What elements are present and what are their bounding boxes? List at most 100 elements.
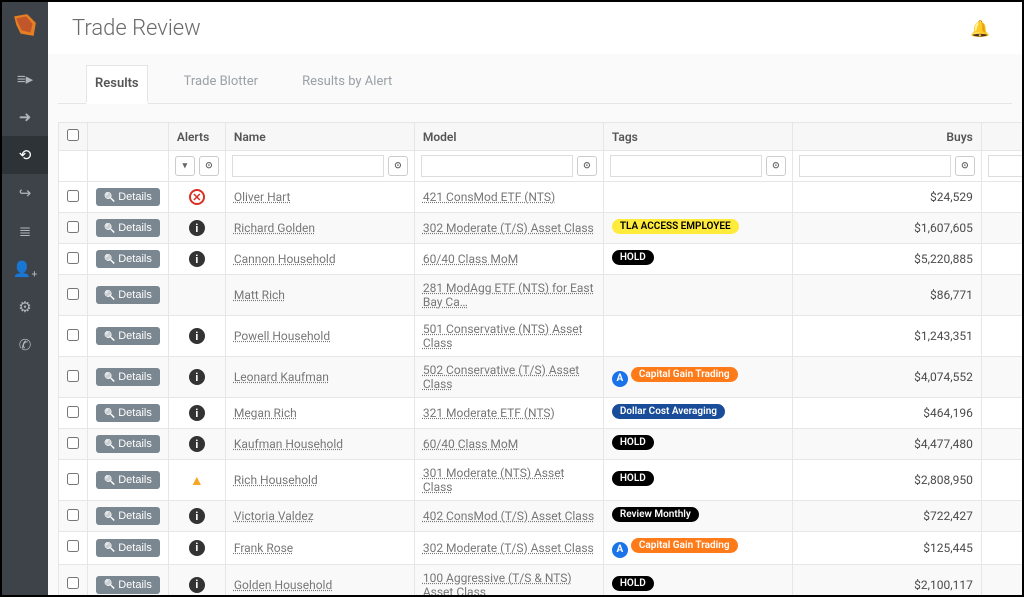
alert-info-icon: i <box>189 436 205 452</box>
details-button[interactable]: Details <box>96 507 160 525</box>
model-link[interactable]: 501 Conservative (NTS) Asset Class <box>423 322 583 350</box>
sidebar-forward-icon[interactable]: ↪ <box>2 174 48 212</box>
select-all-checkbox[interactable] <box>67 129 79 141</box>
col-model[interactable]: Model <box>414 123 603 151</box>
model-link[interactable]: 502 Conservative (T/S) Asset Class <box>423 363 579 391</box>
name-link[interactable]: Matt Rich <box>234 288 285 302</box>
details-button[interactable]: Details <box>96 327 160 345</box>
name-link[interactable]: Rich Household <box>234 473 318 487</box>
row-checkbox[interactable] <box>67 406 79 418</box>
row-checkbox[interactable] <box>67 329 79 341</box>
row-checkbox[interactable] <box>67 473 79 485</box>
name-link[interactable]: Victoria Valdez <box>234 509 314 523</box>
tag-prefix-icon: A <box>612 371 628 387</box>
name-filter-input[interactable] <box>232 155 384 177</box>
sells-value: $86,098 <box>981 398 1022 429</box>
col-sells[interactable]: Sells <box>981 123 1022 151</box>
sidebar-phone-icon[interactable]: ✆ <box>2 326 48 364</box>
name-link[interactable]: Oliver Hart <box>234 190 291 204</box>
sidebar: ≡▸ ➜ ⟲ ↪ ≣ 👤₊ ⚙ ✆ <box>2 2 48 595</box>
details-button[interactable]: Details <box>96 219 160 237</box>
details-button[interactable]: Details <box>96 471 160 489</box>
row-checkbox[interactable] <box>67 190 79 202</box>
table-row: Details▲Rich Household301 Moderate (NTS)… <box>59 460 1023 501</box>
model-link[interactable]: 60/40 Class MoM <box>423 252 518 266</box>
row-checkbox[interactable] <box>67 288 79 300</box>
model-link[interactable]: 281 ModAgg ETF (NTS) for East Bay Ca… <box>423 281 594 309</box>
details-button[interactable]: Details <box>96 539 160 557</box>
tags-filter-icon[interactable]: ⊙ <box>766 156 786 176</box>
row-checkbox[interactable] <box>67 437 79 449</box>
model-filter-input[interactable] <box>421 155 573 177</box>
model-link[interactable]: 301 Moderate (NTS) Asset Class <box>423 466 565 494</box>
col-buys[interactable]: Buys <box>792 123 981 151</box>
alert-info-icon: i <box>189 540 205 556</box>
sidebar-login-icon[interactable]: ➜ <box>2 98 48 136</box>
row-checkbox[interactable] <box>67 577 79 589</box>
tag-badge: HOLD <box>612 576 654 591</box>
name-link[interactable]: Leonard Kaufman <box>234 370 329 384</box>
sells-value: $1,476,548 <box>981 213 1022 244</box>
tab-results[interactable]: Results <box>86 65 148 104</box>
tab-results-by-alert[interactable]: Results by Alert <box>294 64 400 103</box>
name-link[interactable]: Golden Household <box>234 578 332 592</box>
alerts-filter-icon[interactable]: ⊙ <box>199 156 219 176</box>
app-logo <box>10 10 40 40</box>
name-link[interactable]: Richard Golden <box>234 221 315 235</box>
name-link[interactable]: Powell Household <box>234 329 330 343</box>
name-link[interactable]: Kaufman Household <box>234 437 343 451</box>
tab-trade-blotter[interactable]: Trade Blotter <box>176 64 266 103</box>
details-button[interactable]: Details <box>96 404 160 422</box>
sells-filter-input[interactable] <box>988 155 1022 177</box>
sells-value: $135,003 <box>981 532 1022 565</box>
table-row: Details Matt Rich 281 ModAgg ETF (NTS) for… <box>59 275 1023 316</box>
sidebar-trade-icon[interactable]: ⟲ <box>2 136 48 174</box>
details-button[interactable]: Details <box>96 368 160 386</box>
model-link[interactable]: 321 Moderate ETF (NTS) <box>423 406 555 420</box>
table-row: Details i Kaufman Household 60/40 Class MoM… <box>59 429 1023 460</box>
alert-info-icon: i <box>189 328 205 344</box>
name-link[interactable]: Megan Rich <box>234 406 297 420</box>
tag-prefix-icon: A <box>612 542 628 558</box>
row-checkbox[interactable] <box>67 221 79 233</box>
details-button[interactable]: Details <box>96 435 160 453</box>
tags-filter-input[interactable] <box>610 155 762 177</box>
row-checkbox[interactable] <box>67 370 79 382</box>
model-link[interactable]: 60/40 Class MoM <box>423 437 518 451</box>
notifications-icon[interactable]: 🔔 <box>962 19 998 38</box>
row-checkbox[interactable] <box>67 540 79 552</box>
col-name[interactable]: Name <box>225 123 414 151</box>
row-checkbox[interactable] <box>67 252 79 264</box>
table-row: DetailsiMegan Rich321 Moderate ETF (NTS)… <box>59 398 1023 429</box>
model-link[interactable]: 402 ConsMod (T/S) Asset Class <box>423 509 594 523</box>
details-button[interactable]: Details <box>96 188 160 206</box>
sells-value: $1,198,960 <box>981 244 1022 275</box>
model-link[interactable]: 421 ConsMod ETF (NTS) <box>423 190 555 204</box>
sidebar-database-icon[interactable]: ≣ <box>2 212 48 250</box>
sells-value: $51,750 <box>981 275 1022 316</box>
sidebar-settings-icon[interactable]: ⚙ <box>2 288 48 326</box>
alert-info-icon: i <box>189 369 205 385</box>
model-filter-icon[interactable]: ⊙ <box>577 156 597 176</box>
alert-error-icon: ✕ <box>189 189 205 205</box>
row-checkbox[interactable] <box>67 509 79 521</box>
sidebar-menu-icon[interactable]: ≡▸ <box>2 60 48 98</box>
model-link[interactable]: 302 Moderate (T/S) Asset Class <box>423 541 594 555</box>
col-tags[interactable]: Tags <box>603 123 792 151</box>
sidebar-user-add-icon[interactable]: 👤₊ <box>2 250 48 288</box>
col-alerts[interactable]: Alerts <box>168 123 225 151</box>
name-link[interactable]: Frank Rose <box>234 541 293 555</box>
tabs: Results Trade Blotter Results by Alert <box>58 54 1012 104</box>
buys-filter-input[interactable] <box>799 155 951 177</box>
model-link[interactable]: 302 Moderate (T/S) Asset Class <box>423 221 594 235</box>
details-button[interactable]: Details <box>96 286 160 304</box>
details-button[interactable]: Details <box>96 576 160 594</box>
model-link[interactable]: 100 Aggressive (T/S & NTS) Asset Class <box>423 571 572 595</box>
tag-badge: TLA ACCESS EMPLOYEE <box>612 219 739 234</box>
name-link[interactable]: Cannon Household <box>234 252 336 266</box>
buys-filter-icon[interactable]: ⊙ <box>955 156 975 176</box>
alerts-filter-dd[interactable]: ▾ <box>175 156 195 176</box>
details-button[interactable]: Details <box>96 250 160 268</box>
name-filter-icon[interactable]: ⊙ <box>388 156 408 176</box>
table-row: Details i Frank Rose 302 Moderate (T/S) Ass… <box>59 532 1023 565</box>
